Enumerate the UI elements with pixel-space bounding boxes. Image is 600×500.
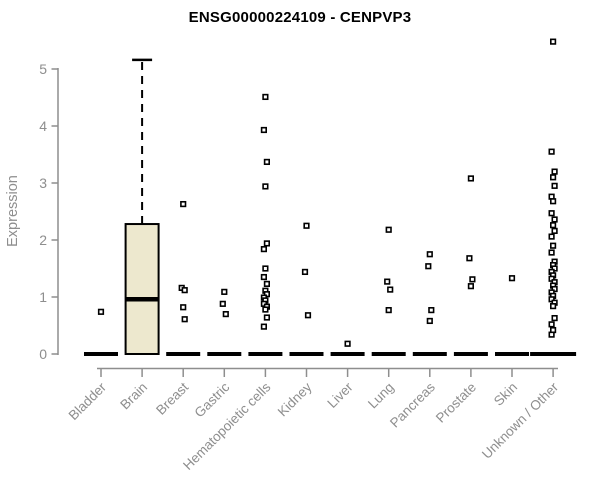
outlier-point bbox=[428, 307, 435, 314]
y-tick-label: 2 bbox=[39, 232, 47, 248]
outlier-point bbox=[180, 200, 187, 208]
outlier-point bbox=[263, 240, 271, 247]
outlier-point bbox=[548, 249, 555, 256]
zero-box-bar bbox=[289, 352, 324, 356]
outlier-point bbox=[467, 283, 475, 290]
outlier-point bbox=[262, 265, 269, 272]
outlier-point bbox=[260, 246, 268, 253]
outlier-point bbox=[387, 286, 394, 293]
outlier-point bbox=[551, 227, 558, 234]
outlier-point bbox=[301, 268, 309, 276]
outlier-point bbox=[262, 183, 269, 190]
outlier-point bbox=[262, 306, 269, 313]
x-tick-label: Bladder bbox=[66, 379, 110, 423]
outlier-point bbox=[551, 216, 558, 223]
outlier-point bbox=[181, 287, 188, 294]
x-tick-label: Lung bbox=[365, 380, 397, 412]
x-tick-label: Breast bbox=[153, 379, 191, 417]
outlier-point bbox=[222, 310, 229, 318]
outlier-point bbox=[425, 263, 432, 270]
x-tick-label: Liver bbox=[324, 379, 356, 411]
y-tick-label: 4 bbox=[39, 118, 47, 134]
outlier-point bbox=[385, 307, 392, 314]
outlier-point bbox=[466, 255, 473, 262]
outlier-point bbox=[548, 331, 555, 338]
zero-box-bar bbox=[495, 352, 529, 356]
zero-box-bar bbox=[453, 352, 488, 356]
outlier-point bbox=[426, 317, 433, 325]
outlier-point bbox=[181, 316, 188, 323]
y-axis-label: Expression bbox=[5, 175, 21, 247]
outlier-point bbox=[548, 148, 555, 155]
outlier-point bbox=[262, 93, 269, 101]
outlier-point bbox=[260, 126, 268, 134]
outlier-point bbox=[221, 288, 228, 295]
x-tick-label: Prostate bbox=[433, 380, 479, 426]
x-tick-label: Brain bbox=[117, 380, 150, 413]
outlier-point bbox=[385, 226, 392, 233]
zero-box-bar bbox=[207, 352, 242, 356]
x-tick-label: Gastric bbox=[192, 379, 233, 420]
outlier-point bbox=[304, 312, 312, 319]
x-tick-label: Skin bbox=[491, 380, 520, 409]
box-iqr bbox=[124, 223, 160, 355]
zero-box-bar bbox=[412, 352, 447, 356]
x-tick-label: Kidney bbox=[275, 379, 315, 419]
outlier-point bbox=[260, 273, 268, 281]
outlier-point bbox=[549, 38, 557, 45]
outlier-point bbox=[548, 321, 555, 328]
outlier-point bbox=[97, 308, 105, 315]
outlier-point bbox=[549, 222, 557, 229]
outlier-point bbox=[180, 304, 187, 311]
outlier-point bbox=[549, 303, 557, 310]
outlier-point bbox=[303, 222, 310, 229]
y-tick-label: 5 bbox=[39, 61, 47, 77]
outlier-point bbox=[549, 198, 557, 205]
outlier-point bbox=[548, 233, 555, 240]
outlier-point bbox=[219, 300, 226, 307]
y-tick-label: 1 bbox=[39, 289, 47, 305]
x-tick-label: Pancreas bbox=[387, 379, 438, 430]
zero-box-bar bbox=[530, 352, 577, 356]
outlier-point bbox=[344, 340, 351, 347]
chart-title: ENSG00000224109 - CENPVP3 bbox=[188, 9, 412, 26]
x-tick-label: Unknown / Other bbox=[479, 379, 562, 462]
y-tick-label: 3 bbox=[39, 175, 47, 191]
outlier-point bbox=[551, 168, 558, 175]
zero-box-bar bbox=[330, 352, 365, 356]
y-tick-label: 0 bbox=[39, 346, 47, 362]
outlier-point bbox=[551, 314, 558, 322]
outlier-point bbox=[508, 275, 516, 282]
outlier-point bbox=[263, 280, 271, 287]
zero-box-bar bbox=[371, 352, 406, 356]
outlier-point bbox=[551, 182, 558, 189]
outlier-point bbox=[469, 276, 476, 283]
outlier-point bbox=[467, 175, 475, 182]
outlier-point bbox=[384, 278, 391, 285]
outlier-point bbox=[263, 158, 271, 166]
zero-box-bar bbox=[84, 352, 118, 356]
outlier-point bbox=[549, 174, 557, 181]
zero-box-bar bbox=[248, 352, 283, 356]
outlier-point bbox=[260, 323, 268, 330]
zero-box-bar bbox=[166, 352, 201, 356]
outlier-point bbox=[549, 242, 557, 249]
outlier-point bbox=[426, 251, 433, 258]
outlier-point bbox=[263, 314, 271, 321]
outlier-point bbox=[548, 210, 555, 217]
